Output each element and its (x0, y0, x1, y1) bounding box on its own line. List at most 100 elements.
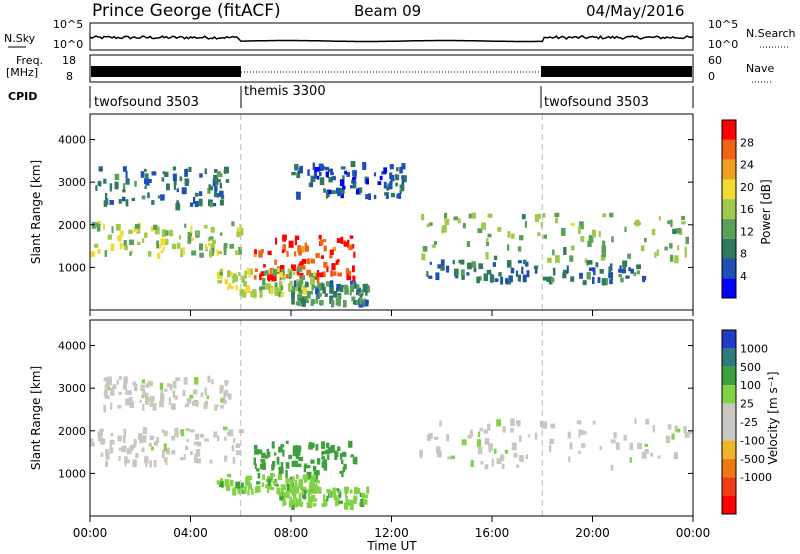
power-cell (330, 295, 333, 299)
velocity-cell (366, 486, 370, 494)
velocity-cell (354, 498, 357, 504)
power-cell (144, 173, 149, 178)
velocity-cell (149, 435, 155, 440)
x-axis-ticks: 00:00 04:00 08:00 12:00 16:00 20:00 00:00 (73, 310, 710, 540)
power-cell (373, 172, 377, 177)
velocity-cell (118, 447, 123, 451)
power-cell (421, 253, 426, 261)
power-cell (524, 261, 529, 267)
velocity-cell (203, 402, 208, 409)
velocity-cell (276, 483, 279, 487)
velocity-cell (479, 427, 484, 432)
power-cell (319, 287, 322, 292)
power-cell (322, 271, 326, 278)
power-cell (460, 269, 465, 277)
velocity-cell (271, 487, 275, 491)
power-cell (486, 269, 492, 275)
velocity-cell (118, 455, 121, 461)
power-cell (429, 222, 433, 226)
power-cell (306, 291, 311, 299)
power-cell (114, 181, 119, 190)
velocity-cell (220, 397, 224, 403)
power-cell (122, 166, 127, 172)
velocity-cell (186, 438, 189, 443)
freq-bar-early (91, 66, 241, 77)
velocity-cell (322, 459, 327, 467)
power-cell (323, 188, 326, 193)
velocity-cell (213, 431, 218, 438)
velocity-cell (349, 489, 353, 494)
power-cell (365, 194, 369, 200)
velocity-cell (225, 483, 230, 488)
velocity-cell (182, 390, 186, 397)
velocity-cell (138, 433, 143, 440)
power-cell (125, 199, 129, 207)
velocity-cell (510, 428, 514, 433)
velocity-cell (525, 454, 529, 460)
power-cell (160, 194, 165, 201)
velocity-cell (504, 449, 509, 454)
power-cell (453, 216, 459, 221)
power-cell (521, 214, 526, 220)
power-cell (633, 272, 637, 276)
power-cell (570, 245, 575, 251)
velocity-cell (298, 456, 304, 462)
power-cell (207, 188, 211, 194)
velocity-cell (419, 449, 423, 457)
beam-label: Beam 09 (354, 2, 421, 20)
velocity-cell (257, 472, 261, 479)
power-cell (291, 285, 295, 291)
power-cell (634, 221, 639, 225)
velocity-cell (132, 381, 137, 386)
power-cell (542, 213, 546, 218)
nsearch-tick-bottom: 10^0 (708, 38, 738, 51)
power-cell (250, 291, 253, 297)
velocity-cell (144, 392, 149, 398)
velocity-cell (665, 435, 671, 444)
power-cell (350, 280, 353, 285)
velocity-cell (253, 457, 256, 466)
power-cell (297, 265, 302, 270)
power-cell (313, 171, 317, 179)
power-cell (254, 268, 258, 272)
velocity-cell (317, 488, 320, 494)
velocity-cell (644, 443, 648, 447)
velocity-cell (109, 388, 115, 396)
power-cell (546, 276, 550, 283)
power-cell (340, 190, 344, 199)
velocity-cell (159, 382, 163, 391)
power-cell (361, 289, 364, 296)
velocity-cell (185, 445, 189, 451)
y-tick-label: 4000 (58, 340, 86, 353)
power-cell (274, 288, 280, 296)
velocity-cell (489, 447, 492, 452)
power-cell (115, 224, 121, 231)
power-cell (533, 265, 539, 269)
power-cell (336, 238, 341, 243)
power-cell (622, 266, 626, 271)
velocity-cell (340, 459, 344, 465)
power-cell (325, 191, 329, 199)
power-cell (338, 295, 341, 302)
power-cell (352, 265, 355, 273)
velocity-colorbar-cell (722, 422, 736, 441)
nave-tick-bottom: 0 (708, 70, 715, 83)
power-cell (363, 298, 367, 305)
velocity-cell (165, 447, 171, 455)
velocity-cell (303, 474, 308, 478)
power-cell (316, 175, 320, 180)
nsearch-tick-top: 10^5 (708, 18, 738, 31)
velocity-frame (89, 319, 694, 517)
velocity-cell (223, 426, 228, 431)
velocity-cell (232, 488, 237, 496)
velocity-cell (129, 401, 134, 405)
nsky-label: N.Sky (4, 32, 36, 45)
velocity-cell (549, 438, 555, 444)
velocity-cell (224, 389, 229, 397)
velocity-cell (142, 403, 145, 411)
power-cell (348, 244, 353, 251)
velocity-cell (340, 453, 343, 460)
velocity-cell (333, 450, 338, 454)
power-cell (426, 223, 430, 228)
power-cell (316, 270, 319, 278)
